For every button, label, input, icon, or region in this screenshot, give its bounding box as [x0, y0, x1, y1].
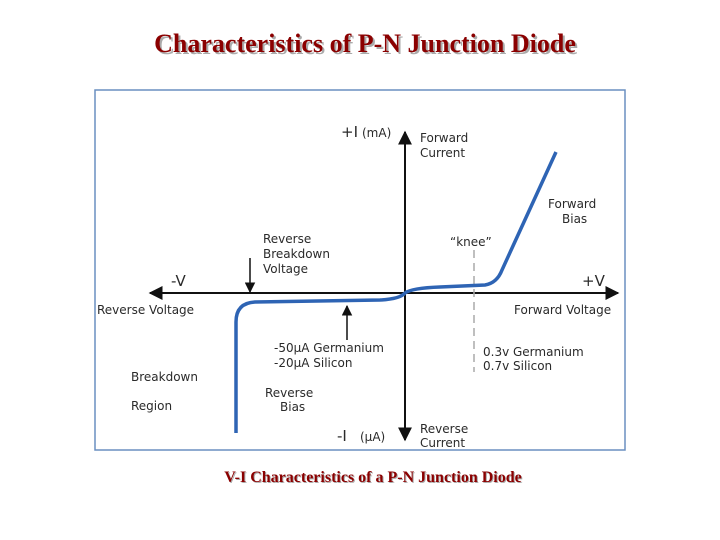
label: -I: [337, 427, 347, 445]
title-shadow: Characteristics of P-N Junction Diode: [156, 31, 578, 60]
label: Current: [420, 436, 465, 450]
label: Voltage: [263, 262, 308, 276]
label: -50μA Germanium: [274, 341, 384, 355]
label: Region: [131, 399, 172, 413]
label: Forward: [548, 197, 596, 211]
label: +V: [582, 272, 606, 290]
label: Reverse Voltage: [97, 303, 194, 317]
label: (μA): [360, 430, 385, 444]
label: Forward Voltage: [514, 303, 611, 317]
label: Bias: [562, 212, 587, 226]
label: -V: [171, 272, 187, 290]
label: Reverse: [420, 422, 468, 436]
label: Bias: [280, 400, 305, 414]
caption: V-I Characteristics of a P-N Junction Di…: [224, 469, 521, 486]
label: (mA): [362, 126, 391, 140]
label: Reverse: [265, 386, 313, 400]
label: +I: [341, 123, 358, 141]
label: Current: [420, 146, 465, 160]
label: Forward: [420, 131, 468, 145]
label: 0.3v Germanium: [483, 345, 584, 359]
label: Reverse: [263, 232, 311, 246]
label: “knee”: [450, 235, 492, 249]
iv-curve: [234, 151, 558, 433]
label: -20μA Silicon: [274, 356, 352, 370]
label: Breakdown: [263, 247, 330, 261]
label: 0.7v Silicon: [483, 359, 552, 373]
diagram-frame: [94, 89, 626, 451]
label: Breakdown: [131, 370, 198, 384]
title: Characteristics of P-N Junction Diode: [154, 29, 576, 58]
caption-shadow: V-I Characteristics of a P-N Junction Di…: [225, 470, 522, 487]
